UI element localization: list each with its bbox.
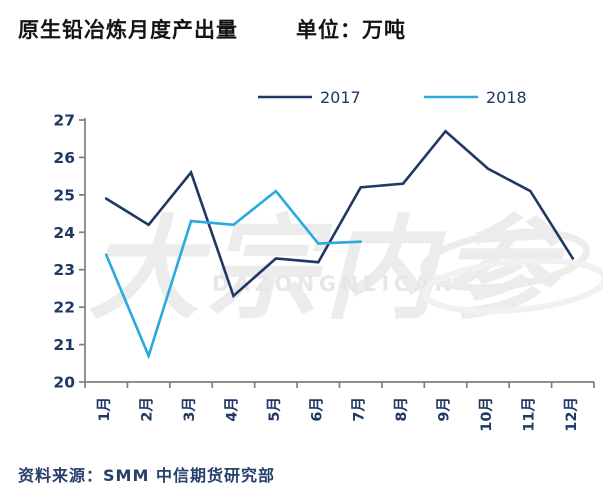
legend-label-2017: 2017 [320, 88, 361, 107]
x-axis-label: 4月 [223, 397, 240, 422]
x-axis-label: 9月 [436, 397, 453, 422]
chart-title: 原生铅冶炼月度产出量 [18, 18, 238, 42]
watermark-cn-text: 大宗内参 [88, 205, 566, 335]
x-axis-label: 2月 [139, 397, 156, 422]
y-axis-label: 21 [53, 336, 75, 354]
y-axis-label: 22 [53, 299, 75, 317]
y-axis-label: 24 [53, 224, 75, 242]
y-axis-label: 26 [53, 149, 75, 167]
y-axis-label: 20 [53, 374, 75, 392]
y-axis-label: 27 [53, 112, 75, 130]
x-axis-label: 8月 [393, 397, 410, 422]
x-axis-label: 10月 [478, 397, 495, 432]
x-axis-label: 7月 [351, 397, 368, 422]
x-axis-label: 3月 [181, 397, 198, 422]
watermark-en-text: DAZONGNEICAN [212, 272, 457, 296]
x-axis-label: 12月 [563, 397, 580, 432]
legend-label-2018: 2018 [486, 88, 527, 107]
series-line-2018 [104, 189, 363, 360]
watermark-swoosh [420, 228, 590, 292]
x-axis-label: 11月 [520, 397, 537, 432]
x-axis-label: 5月 [266, 397, 283, 422]
source-note: 资料来源：SMM 中信期货研究部 [18, 466, 275, 485]
watermark-swoosh [422, 257, 603, 315]
header: 原生铅冶炼月度产出量 单位：万吨 [18, 14, 406, 44]
x-axis-label: 1月 [96, 397, 113, 422]
y-axis-label: 25 [53, 186, 75, 204]
x-axis-label: 6月 [308, 397, 325, 422]
y-axis-label: 23 [53, 261, 75, 279]
unit-label: 单位：万吨 [296, 18, 406, 42]
series-line-2017 [104, 129, 575, 299]
